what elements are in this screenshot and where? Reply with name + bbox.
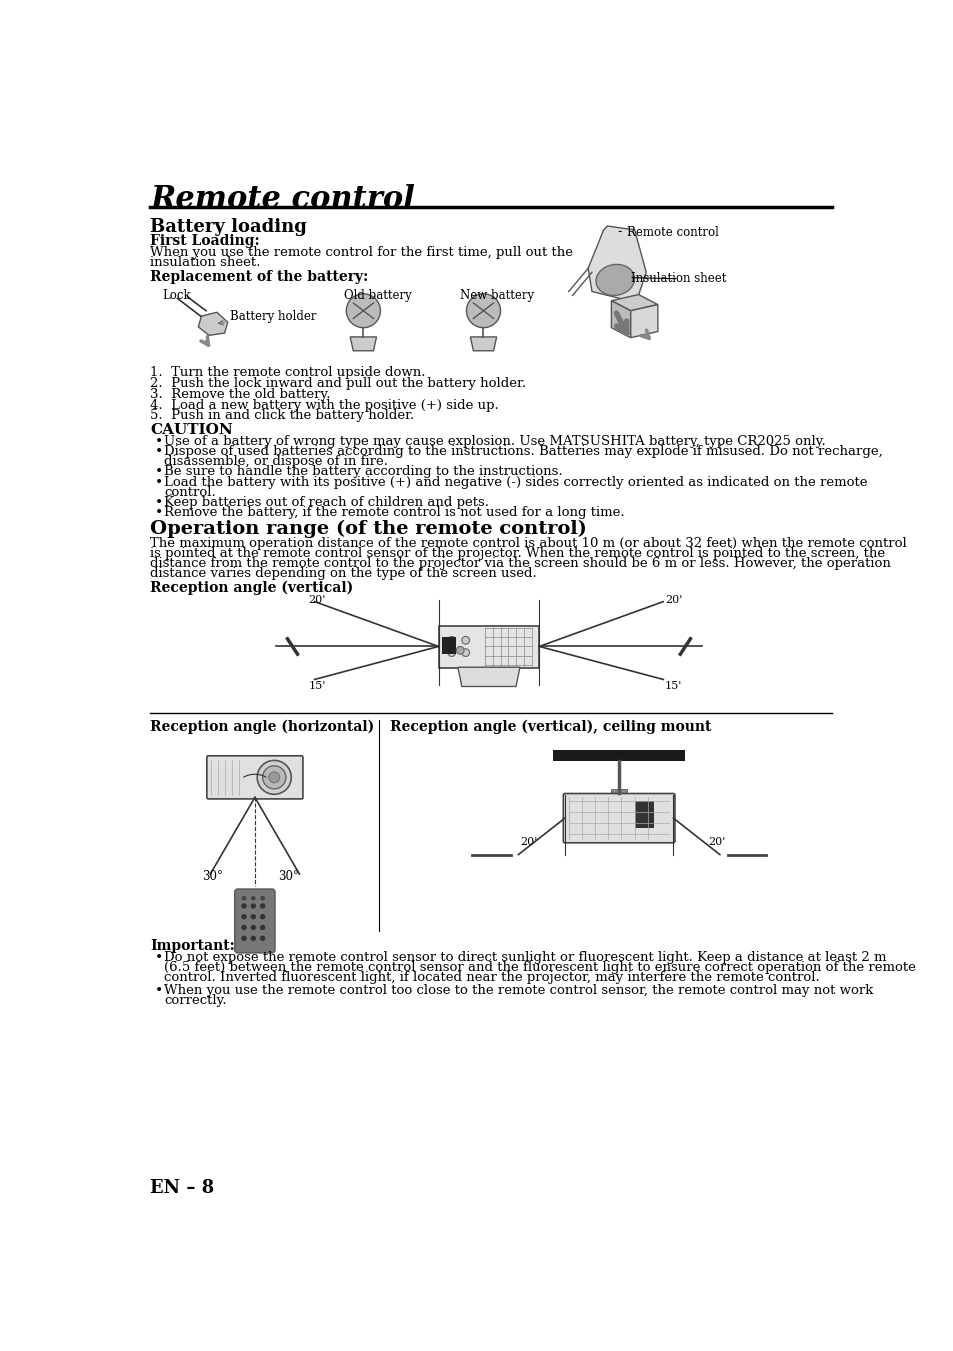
- Polygon shape: [587, 226, 645, 299]
- Text: Old battery: Old battery: [344, 289, 412, 303]
- Text: •: •: [154, 466, 163, 480]
- Polygon shape: [198, 312, 228, 335]
- Text: 30°: 30°: [202, 870, 223, 884]
- Text: EN – 8: EN – 8: [150, 1178, 214, 1197]
- Text: •: •: [154, 476, 163, 489]
- Text: 15': 15': [664, 681, 681, 690]
- Text: disassemble, or dispose of in fire.: disassemble, or dispose of in fire.: [164, 455, 388, 469]
- Polygon shape: [611, 301, 630, 338]
- Text: Reception angle (vertical), ceiling mount: Reception angle (vertical), ceiling moun…: [390, 720, 711, 734]
- Polygon shape: [630, 304, 658, 338]
- Text: First Loading:: First Loading:: [150, 235, 259, 249]
- Text: Do not expose the remote control sensor to direct sunlight or fluorescent light.: Do not expose the remote control sensor …: [164, 951, 885, 965]
- Circle shape: [456, 646, 464, 654]
- Text: 2.  Push the lock inward and pull out the battery holder.: 2. Push the lock inward and pull out the…: [150, 377, 526, 390]
- Text: control. Inverted fluorescent light, if located near the projector, may interfer: control. Inverted fluorescent light, if …: [164, 971, 819, 985]
- Circle shape: [257, 761, 291, 794]
- Bar: [438, 626, 538, 667]
- Text: Remote control: Remote control: [150, 184, 415, 215]
- Text: 1.  Turn the remote control upside down.: 1. Turn the remote control upside down.: [150, 366, 425, 380]
- Text: Remote control: Remote control: [618, 226, 718, 239]
- Circle shape: [466, 293, 500, 328]
- Circle shape: [241, 896, 246, 901]
- Circle shape: [447, 648, 456, 657]
- Bar: [553, 750, 684, 761]
- Text: •: •: [154, 435, 163, 450]
- FancyBboxPatch shape: [207, 755, 303, 798]
- Circle shape: [241, 925, 247, 931]
- Circle shape: [241, 936, 247, 942]
- Text: The maximum operation distance of the remote control is about 10 m (or about 32 : The maximum operation distance of the re…: [150, 538, 906, 550]
- Circle shape: [461, 636, 469, 644]
- Text: 3.  Remove the old battery.: 3. Remove the old battery.: [150, 388, 331, 401]
- Text: 4.  Load a new battery with the positive (+) side up.: 4. Load a new battery with the positive …: [150, 399, 498, 412]
- Text: 30°: 30°: [278, 870, 298, 884]
- Text: 20': 20': [308, 596, 325, 605]
- Text: •: •: [154, 951, 163, 966]
- Text: •: •: [154, 505, 163, 520]
- Circle shape: [260, 896, 265, 901]
- Circle shape: [447, 636, 456, 644]
- Text: distance varies depending on the type of the screen used.: distance varies depending on the type of…: [150, 567, 537, 580]
- Text: CAUTION: CAUTION: [150, 423, 233, 438]
- Circle shape: [251, 925, 255, 931]
- Circle shape: [241, 915, 247, 920]
- Text: Replacement of the battery:: Replacement of the battery:: [150, 270, 368, 284]
- Text: distance from the remote control to the projector via the screen should be 6 m o: distance from the remote control to the …: [150, 557, 890, 570]
- Text: New battery: New battery: [459, 289, 534, 303]
- Circle shape: [251, 904, 255, 909]
- Circle shape: [251, 915, 255, 920]
- Polygon shape: [457, 667, 519, 686]
- Text: Important:: Important:: [150, 939, 234, 952]
- Text: Lock: Lock: [162, 289, 191, 303]
- Text: Be sure to handle the battery according to the instructions.: Be sure to handle the battery according …: [164, 466, 562, 478]
- Text: 20': 20': [707, 838, 725, 847]
- Text: Battery loading: Battery loading: [150, 218, 307, 235]
- Text: Reception angle (vertical): Reception angle (vertical): [150, 580, 354, 594]
- Text: When you use the remote control for the first time, pull out the: When you use the remote control for the …: [150, 246, 573, 259]
- Text: Use of a battery of wrong type may cause explosion. Use MATSUSHITA battery, type: Use of a battery of wrong type may cause…: [164, 435, 825, 449]
- Text: •: •: [154, 446, 163, 459]
- Text: Dispose of used batteries according to the instructions. Batteries may explode i: Dispose of used batteries according to t…: [164, 446, 882, 458]
- Text: Operation range (of the remote control): Operation range (of the remote control): [150, 520, 586, 539]
- Bar: [611, 789, 626, 794]
- Text: 5.  Push in and click the battery holder.: 5. Push in and click the battery holder.: [150, 409, 414, 423]
- Circle shape: [241, 904, 247, 909]
- Text: Battery holder: Battery holder: [218, 309, 316, 326]
- Bar: [634, 801, 654, 828]
- Text: 20': 20': [664, 596, 681, 605]
- Text: correctly.: correctly.: [164, 994, 227, 1006]
- FancyBboxPatch shape: [234, 889, 274, 952]
- Text: Reception angle (horizontal): Reception angle (horizontal): [150, 720, 375, 734]
- Circle shape: [251, 936, 255, 942]
- Polygon shape: [350, 336, 376, 351]
- Polygon shape: [611, 295, 658, 311]
- Circle shape: [259, 915, 265, 920]
- Text: Load the battery with its positive (+) and negative (-) sides correctly oriented: Load the battery with its positive (+) a…: [164, 476, 867, 489]
- Text: Remove the battery, if the remote control is not used for a long time.: Remove the battery, if the remote contro…: [164, 505, 624, 519]
- Text: 20': 20': [519, 838, 537, 847]
- Circle shape: [262, 766, 286, 789]
- Text: is pointed at the remote control sensor of the projector. When the remote contro: is pointed at the remote control sensor …: [150, 547, 884, 561]
- Circle shape: [461, 648, 469, 657]
- Bar: [442, 638, 456, 654]
- Circle shape: [346, 293, 380, 328]
- Text: (6.5 feet) between the remote control sensor and the fluorescent light to ensure: (6.5 feet) between the remote control se…: [164, 962, 915, 974]
- Circle shape: [251, 896, 255, 901]
- Circle shape: [259, 904, 265, 909]
- Circle shape: [259, 936, 265, 942]
- FancyBboxPatch shape: [562, 793, 674, 843]
- Text: •: •: [154, 496, 163, 509]
- Circle shape: [269, 771, 279, 782]
- Text: control.: control.: [164, 485, 215, 499]
- Text: Insulation sheet: Insulation sheet: [630, 273, 725, 285]
- Text: When you use the remote control too close to the remote control sensor, the remo: When you use the remote control too clos…: [164, 984, 873, 997]
- Ellipse shape: [596, 265, 634, 296]
- Polygon shape: [470, 336, 497, 351]
- Text: Keep batteries out of reach of children and pets.: Keep batteries out of reach of children …: [164, 496, 489, 508]
- Text: •: •: [154, 984, 163, 997]
- Text: 15': 15': [308, 681, 325, 690]
- Text: insulation sheet.: insulation sheet.: [150, 257, 260, 269]
- Circle shape: [259, 925, 265, 931]
